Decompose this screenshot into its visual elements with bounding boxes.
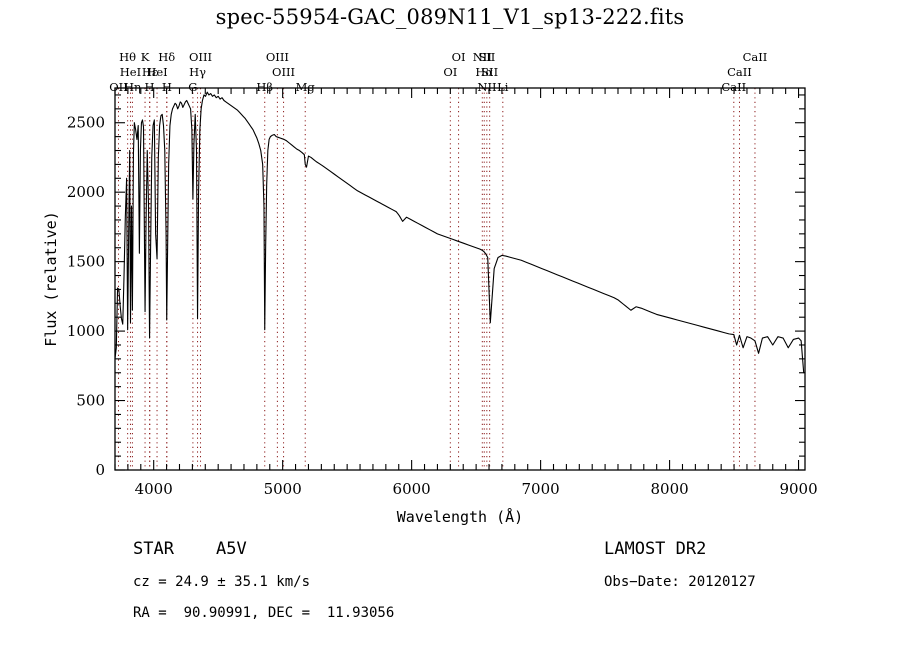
line-label: NII <box>477 80 496 94</box>
x-tick-label: 9000 <box>779 480 817 498</box>
line-label: H <box>145 80 155 94</box>
line-label: H <box>162 80 172 94</box>
y-tick-label: 1500 <box>67 253 105 271</box>
spectral-class-label: A5V <box>216 539 247 559</box>
line-label: SII <box>481 65 498 79</box>
line-label: K <box>141 50 150 64</box>
line-label: OIII <box>272 65 295 79</box>
axes-frame <box>114 87 806 471</box>
x-axis-title: Wavelength (Å) <box>397 507 523 526</box>
y-axis-title: Flux (relative) <box>42 211 60 346</box>
axis-titles: Wavelength (Å) Flux (relative) <box>42 211 523 526</box>
y-tick-label: 2500 <box>67 114 105 132</box>
survey-label: LAMOST DR2 <box>604 539 707 559</box>
y-tick-label: 500 <box>76 392 105 410</box>
page-title: spec-55954-GAC_089N11_V1_sp13-222.fits <box>215 5 685 29</box>
line-label: Li <box>497 80 509 94</box>
line-label: CaII <box>721 80 746 94</box>
line-label: Hε <box>142 65 158 79</box>
plot-frame <box>114 87 806 471</box>
y-tick-label: 0 <box>95 461 105 479</box>
line-label: OIII <box>266 50 289 64</box>
line-label: Hβ <box>256 80 273 94</box>
line-label: CaII <box>727 65 752 79</box>
x-tick-label: 5000 <box>264 480 302 498</box>
line-label: Hα <box>475 65 493 79</box>
line-label: OII <box>109 80 128 94</box>
line-label: Hθ <box>119 50 136 64</box>
object-type-label: STAR <box>133 539 174 559</box>
spectrum-curve <box>114 91 805 374</box>
line-label: OI <box>443 65 457 79</box>
x-tick-label: 6000 <box>393 480 431 498</box>
x-tick-label: 7000 <box>522 480 560 498</box>
line-label: Hη <box>124 80 141 94</box>
line-label: Mg <box>296 80 316 94</box>
flux-trace <box>114 91 805 374</box>
coordinates-label: RA = 90.90991, DEC = 11.93056 <box>133 605 395 621</box>
line-label: HeI <box>120 65 141 79</box>
line-label: NII <box>473 50 492 64</box>
line-label: HeI <box>146 65 167 79</box>
line-label: CaII <box>743 50 768 64</box>
line-label: OIII <box>189 50 212 64</box>
line-label: G <box>188 80 197 94</box>
obs-date-label: Obs−Date: 20120127 <box>604 574 756 590</box>
line-label: Hγ <box>189 65 206 79</box>
axis-tick-labels: 4000 5000 6000 7000 8000 9000 0 500 1000 1500 2000… <box>67 114 818 498</box>
line-label: OI <box>452 50 466 64</box>
line-label: SII <box>478 50 495 64</box>
y-tick-label: 1000 <box>67 322 105 340</box>
x-tick-label: 4000 <box>135 480 173 498</box>
redshift-label: cz = 24.9 ± 35.1 km/s <box>133 574 311 590</box>
line-label: Hδ <box>158 50 175 64</box>
x-tick-label: 8000 <box>650 480 688 498</box>
y-tick-label: 2000 <box>67 183 105 201</box>
line-marker-group <box>117 88 756 470</box>
